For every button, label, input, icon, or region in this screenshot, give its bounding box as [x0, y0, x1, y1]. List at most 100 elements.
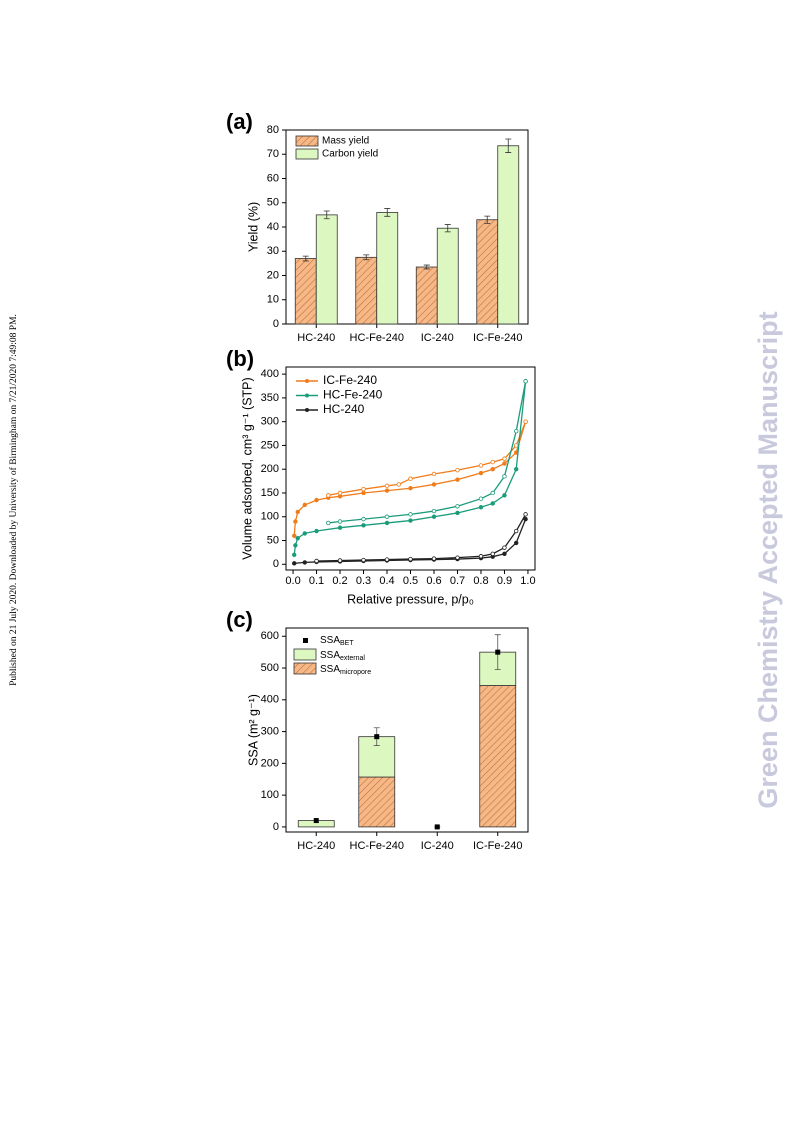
x-tick-label: 0.7	[450, 575, 465, 587]
watermark: Green Chemistry Accepted Manuscript	[753, 311, 783, 808]
error-bar	[302, 255, 309, 262]
legend-label-sub: external	[340, 655, 365, 662]
isotherm-marker	[455, 555, 460, 560]
error-bar	[363, 254, 370, 261]
legend-marker	[303, 638, 308, 643]
isotherm-marker	[295, 535, 300, 541]
isotherm-marker	[302, 531, 307, 536]
point	[313, 818, 319, 824]
x-tick-label: 0.3	[356, 575, 371, 587]
x-tick-label: IC-Fe-240	[473, 840, 523, 852]
isotherm-marker	[384, 514, 390, 519]
isotherm-marker	[502, 474, 507, 479]
legend-label-main: SSA	[320, 635, 340, 646]
error-bar	[323, 210, 330, 220]
y-tick-label: 0	[273, 318, 279, 330]
y-tick-label: 500	[261, 662, 279, 674]
isotherm-marker	[314, 497, 319, 503]
legend-marker	[305, 379, 309, 383]
point	[434, 824, 440, 830]
isotherm-marker	[384, 520, 390, 526]
error-bar	[484, 215, 491, 224]
isotherm-marker	[431, 556, 437, 561]
legend-swatch	[295, 135, 319, 147]
x-tick-label: 0.5	[403, 575, 418, 587]
x-tick-label: 0.8	[473, 575, 488, 587]
isotherm-marker	[431, 508, 437, 514]
error-bar	[384, 208, 391, 217]
isotherm-marker	[361, 490, 366, 496]
isotherm-marker	[523, 512, 528, 517]
error-bar	[505, 138, 512, 153]
legend-label-sub: BET	[340, 640, 354, 647]
x-tick-label: HC-240	[297, 840, 335, 852]
bar	[497, 145, 520, 325]
y-tick-label: 250	[261, 439, 279, 451]
legend-label-main: SSA	[320, 664, 340, 675]
legend-marker	[305, 408, 309, 412]
isotherm-marker	[292, 552, 297, 557]
x-tick-label: IC-Fe-240	[473, 332, 523, 344]
isotherm-marker	[502, 493, 507, 498]
isotherm-marker	[490, 551, 495, 557]
y-tick-label: 400	[261, 368, 279, 380]
y-axis-label: Yield (%)	[246, 202, 260, 252]
isotherm-marker	[337, 519, 343, 524]
isotherm-marker	[314, 528, 319, 534]
isotherm-line	[316, 514, 527, 562]
isotherm-marker	[292, 561, 297, 566]
isotherm-marker	[514, 528, 519, 534]
y-tick-label: 80	[267, 124, 279, 136]
legend-label: HC-240	[323, 402, 365, 416]
point	[374, 734, 380, 740]
bar-segment	[358, 776, 396, 828]
bar	[415, 266, 438, 325]
isotherm-line	[293, 381, 527, 555]
isotherm-marker	[514, 540, 519, 546]
isotherm-marker	[408, 476, 413, 481]
isotherm-marker	[361, 557, 366, 563]
isotherm-marker	[431, 482, 437, 487]
legend-label: SSAexternal	[320, 650, 365, 662]
isotherm-marker	[502, 461, 507, 466]
isotherm-marker	[478, 505, 484, 510]
y-tick-label: 350	[261, 392, 279, 404]
isotherm-marker	[523, 379, 528, 384]
isotherm-marker	[408, 518, 413, 523]
isotherm-marker	[514, 443, 519, 448]
isotherm-marker	[302, 560, 307, 565]
error-bar	[444, 224, 451, 233]
isotherm-marker	[455, 467, 460, 473]
legend-swatch	[295, 148, 319, 160]
panel-label: (a)	[226, 109, 253, 134]
y-tick-label: 40	[267, 221, 279, 233]
y-tick-label: 300	[261, 416, 279, 428]
x-tick-label: 0.2	[332, 575, 347, 587]
y-tick-label: 20	[267, 269, 279, 281]
isotherm-marker	[384, 483, 390, 489]
y-tick-label: 70	[267, 148, 279, 160]
isotherm-marker	[408, 512, 413, 517]
x-axis-label: Relative pressure, p/p₀	[347, 592, 474, 606]
isotherm-marker	[326, 493, 331, 498]
isotherm-marker	[478, 496, 484, 501]
panel-label: (c)	[226, 607, 253, 632]
legend-label: Mass yield	[322, 136, 369, 147]
x-tick-label: 0.1	[309, 575, 324, 587]
legend-label: Carbon yield	[322, 149, 378, 160]
x-tick-label: 0.4	[379, 575, 394, 587]
isotherm-marker	[514, 467, 519, 472]
isotherm-marker	[337, 525, 343, 530]
isotherm-marker	[361, 486, 366, 492]
y-tick-label: 150	[261, 487, 279, 499]
isotherm-marker	[490, 490, 495, 496]
legend-swatch	[293, 648, 317, 661]
isotherm-marker	[314, 558, 319, 564]
isotherm-marker	[302, 502, 307, 508]
x-tick-label: 1.0	[520, 575, 535, 587]
isotherm-marker	[295, 509, 300, 515]
isotherm-marker	[292, 533, 297, 538]
isotherm-marker	[293, 519, 298, 524]
legend-label-main: SSA	[320, 650, 340, 661]
